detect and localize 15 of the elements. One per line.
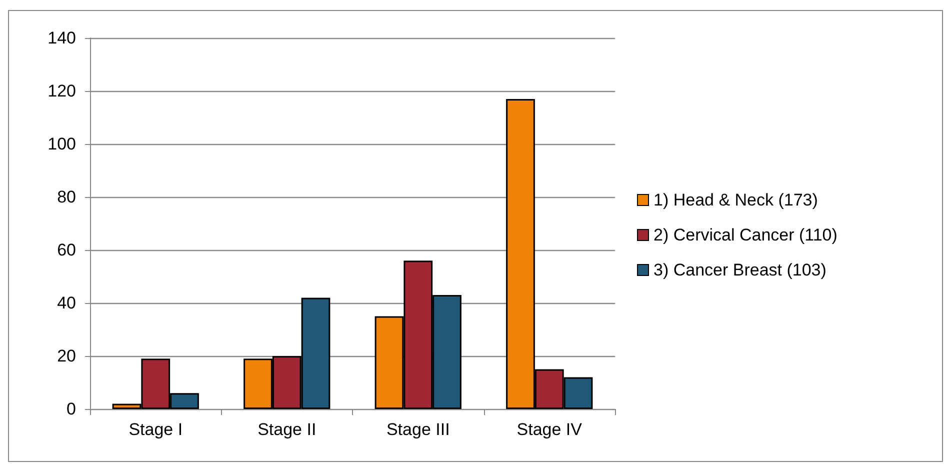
y-tick-label: 0 — [66, 400, 76, 418]
legend-label: 1) Head & Neck (173) — [654, 190, 818, 210]
y-tick-label: 140 — [48, 28, 76, 48]
x-tick-label: Stage IV — [516, 420, 583, 439]
y-tick-label: 40 — [57, 294, 76, 312]
y-tick-label: 60 — [57, 240, 76, 260]
x-tick-label: Stage I — [128, 420, 183, 439]
y-tick-label: 20 — [57, 346, 76, 366]
legend-label: 2) Cervical Cancer (110) — [654, 226, 838, 244]
y-tick-label: 100 — [48, 134, 76, 154]
legend-label: 3) Cancer Breast (103) — [654, 260, 826, 280]
y-tick-label: 80 — [57, 188, 76, 206]
y-tick-label: 120 — [48, 82, 76, 100]
x-tick-label: Stage III — [386, 420, 450, 439]
x-tick-label: Stage II — [258, 420, 316, 439]
